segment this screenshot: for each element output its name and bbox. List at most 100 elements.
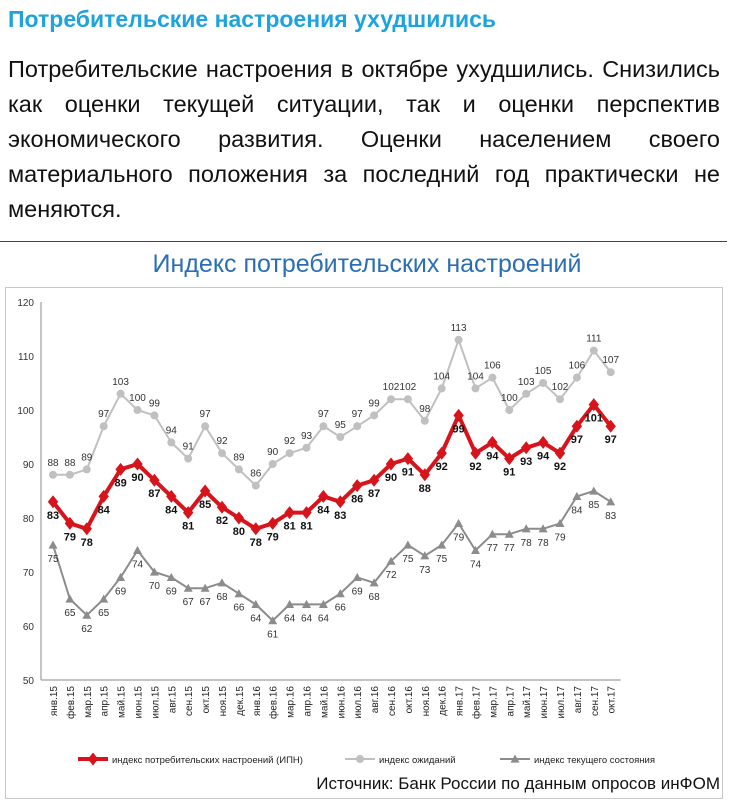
series-expectations-data-label: 94 xyxy=(166,425,178,436)
series-ipn-data-label: 99 xyxy=(452,423,464,435)
series-ipn-data-label: 97 xyxy=(571,434,583,446)
series-expectations-point xyxy=(589,346,598,355)
series-current-data-label: 79 xyxy=(554,532,566,543)
series-expectations-point xyxy=(572,373,581,382)
series-current-data-label: 75 xyxy=(47,554,59,565)
series-current-point xyxy=(234,589,244,598)
series-ipn-point xyxy=(537,435,549,449)
series-current-point xyxy=(454,518,464,527)
series-expectations-point xyxy=(556,395,564,404)
series-ipn-point xyxy=(267,516,278,530)
series-current-point xyxy=(504,529,514,538)
series-ipn-data-label: 94 xyxy=(537,450,550,462)
series-ipn-point xyxy=(436,446,447,460)
series-ipn-point xyxy=(453,408,464,422)
series-ipn-data-label: 101 xyxy=(585,413,603,425)
series-ipn-data-label: 78 xyxy=(250,537,262,549)
y-tick-label: 80 xyxy=(23,514,35,525)
series-expectations-point xyxy=(133,406,142,414)
series-ipn-point xyxy=(419,468,430,482)
series-current-data-label: 69 xyxy=(115,586,127,597)
series-current-data-label: 69 xyxy=(166,586,178,597)
series-ipn-data-label: 97 xyxy=(605,434,617,446)
series-ipn-point xyxy=(605,419,616,433)
divider xyxy=(0,241,727,242)
series-expectations-data-label: 95 xyxy=(335,420,347,431)
series-current-data-label: 72 xyxy=(385,570,397,581)
x-tick-label: июл.17 xyxy=(556,686,567,719)
series-current-point xyxy=(437,540,447,549)
series-current-point xyxy=(420,551,430,560)
legend-expectations-marker xyxy=(356,755,364,763)
series-expectations-point xyxy=(82,465,91,474)
series-expectations-data-label: 100 xyxy=(129,393,146,404)
series-ipn-data-label: 93 xyxy=(520,456,532,468)
series-current-data-label: 78 xyxy=(538,538,550,549)
series-current-data-label: 61 xyxy=(267,630,279,641)
series-ipn-point xyxy=(402,452,414,466)
series-current-data-label: 83 xyxy=(605,511,617,522)
series-current-data-label: 66 xyxy=(335,603,347,614)
series-expectations-data-label: 105 xyxy=(535,366,552,377)
series-ipn-data-label: 81 xyxy=(182,521,194,533)
series-expectations-point xyxy=(285,449,294,458)
series-ipn-data-label: 84 xyxy=(317,504,330,516)
x-tick-label: сен.16 xyxy=(387,686,398,716)
series-ipn-point xyxy=(487,435,498,449)
series-ipn-point xyxy=(554,446,566,460)
series-current-point xyxy=(251,599,261,608)
series-expectations-point xyxy=(116,389,125,398)
series-ipn-point xyxy=(470,446,481,460)
x-tick-label: май.15 xyxy=(117,686,128,718)
series-expectations-point xyxy=(387,395,395,404)
series-ipn-data-label: 81 xyxy=(300,521,312,533)
y-tick-label: 100 xyxy=(17,406,34,417)
series-expectations-point xyxy=(353,422,362,431)
x-tick-label: сен.17 xyxy=(590,686,601,716)
x-tick-label: дек.16 xyxy=(438,686,449,716)
series-expectations-data-label: 97 xyxy=(318,409,330,420)
series-current-point xyxy=(589,486,599,495)
x-tick-label: фев.15 xyxy=(65,686,77,719)
series-current-data-label: 65 xyxy=(98,608,110,619)
series-current-point xyxy=(572,491,582,500)
page-title: Потребительские настроения ухудшились xyxy=(8,6,497,32)
series-current-point xyxy=(149,567,159,576)
series-expectations-data-label: 92 xyxy=(216,436,228,447)
x-tick-label: мар.17 xyxy=(488,686,499,718)
series-current-point xyxy=(48,540,58,549)
series-ipn-data-label: 78 xyxy=(81,537,93,549)
series-ipn-data-label: 84 xyxy=(98,504,111,516)
series-ipn-point xyxy=(216,500,228,514)
series-ipn-point xyxy=(132,457,143,471)
series-current-data-label: 84 xyxy=(571,505,583,516)
series-current-point xyxy=(318,599,328,608)
series-ipn-data-label: 88 xyxy=(419,483,431,495)
series-expectations-data-label: 86 xyxy=(250,469,262,480)
series-expectations-data-label: 98 xyxy=(419,404,431,415)
x-tick-label: янв.17 xyxy=(455,686,466,717)
series-current-data-label: 75 xyxy=(402,554,414,565)
series-expectations-point xyxy=(99,422,108,431)
series-ipn-point xyxy=(250,522,261,536)
series-expectations-data-label: 103 xyxy=(518,377,535,388)
y-tick-label: 50 xyxy=(23,676,35,687)
series-ipn-point xyxy=(504,452,515,466)
series-ipn-data-label: 92 xyxy=(554,461,566,473)
series-expectations-data-label: 92 xyxy=(284,436,296,447)
series-ipn-data-label: 79 xyxy=(64,531,76,543)
series-expectations-data-label: 97 xyxy=(98,409,110,420)
series-ipn-data-label: 80 xyxy=(233,526,245,538)
series-current-data-label: 69 xyxy=(352,586,364,597)
x-tick-label: авг.17 xyxy=(573,686,584,714)
series-current-data-label: 68 xyxy=(369,592,381,603)
x-tick-label: янв.15 xyxy=(49,686,60,717)
series-current-data-label: 66 xyxy=(233,603,245,614)
series-current-data-label: 73 xyxy=(419,565,431,576)
series-ipn-data-label: 86 xyxy=(351,494,363,506)
series-ipn-data-label: 79 xyxy=(267,531,279,543)
series-expectations-point xyxy=(488,373,497,382)
series-expectations-point xyxy=(201,422,210,431)
series-current-point xyxy=(200,583,210,592)
y-tick-label: 120 xyxy=(17,298,34,309)
